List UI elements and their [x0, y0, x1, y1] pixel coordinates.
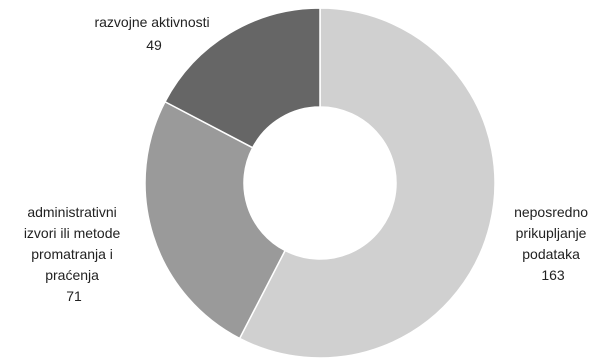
slice-label-line: prikupljanje: [516, 225, 587, 241]
slice-label-line: promatranja i: [31, 246, 113, 262]
slice-label-line: praćenja: [45, 267, 99, 283]
donut-slices: [144, 7, 496, 358]
slice-value-label: 71: [66, 288, 82, 304]
slice-value-label: 163: [541, 267, 565, 283]
slice-label-administrativni-izvori: administrativni izvori ili metode promat…: [24, 204, 124, 304]
slice-label-razvojne-aktivnosti: razvojne aktivnosti 49: [94, 14, 213, 53]
donut-slice-2: [163, 7, 321, 149]
donut-slice-1: [144, 100, 287, 340]
slice-label-neposredno-prikupljanje-podataka: neposredno prikupljanje podataka 163: [514, 204, 592, 283]
slice-label-line: izvori ili metode: [24, 225, 121, 241]
slice-label-line: neposredno: [514, 204, 588, 220]
slice-label-line: razvojne aktivnosti: [94, 14, 209, 30]
slice-value-label: 49: [146, 37, 162, 53]
slice-label-line: podataka: [522, 246, 580, 262]
slice-label-line: administrativni: [27, 204, 116, 220]
